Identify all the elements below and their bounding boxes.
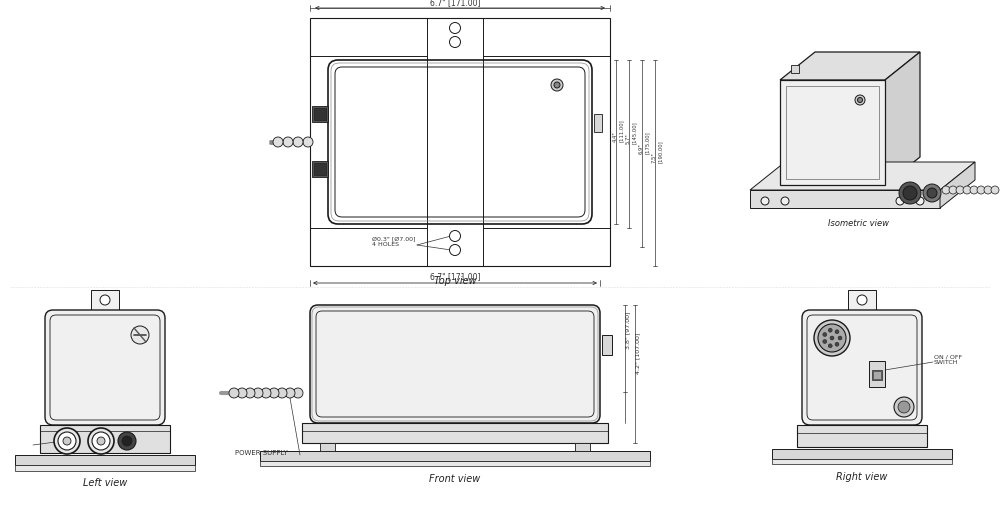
Circle shape [781, 197, 789, 205]
Circle shape [58, 432, 76, 450]
Circle shape [261, 388, 271, 398]
Bar [772, 449, 952, 459]
Bar [312, 106, 328, 122]
Circle shape [237, 388, 247, 398]
Circle shape [293, 388, 303, 398]
Circle shape [903, 186, 917, 200]
Bar [594, 114, 602, 132]
Circle shape [899, 182, 921, 204]
Circle shape [949, 186, 957, 194]
FancyBboxPatch shape [802, 310, 922, 425]
Circle shape [923, 184, 941, 202]
Circle shape [100, 295, 110, 305]
Circle shape [63, 437, 71, 445]
Bar [797, 425, 927, 447]
Text: 6.7" [171.00]: 6.7" [171.00] [430, 0, 480, 7]
Circle shape [835, 342, 839, 346]
Circle shape [269, 388, 279, 398]
Circle shape [896, 197, 904, 205]
Text: Top view: Top view [434, 276, 476, 286]
Circle shape [828, 328, 832, 332]
Text: Front view: Front view [429, 474, 481, 484]
Bar [314, 108, 326, 120]
Bar [575, 443, 590, 451]
Bar [873, 371, 881, 379]
FancyBboxPatch shape [45, 310, 165, 425]
Circle shape [942, 186, 950, 194]
Circle shape [855, 95, 865, 105]
Text: 7.5"
[190.00]: 7.5" [190.00] [652, 140, 662, 163]
Bar [750, 190, 940, 208]
Circle shape [303, 137, 313, 147]
Bar [786, 86, 879, 179]
Polygon shape [780, 52, 920, 80]
Circle shape [450, 37, 460, 48]
Bar [91, 290, 119, 310]
Circle shape [450, 22, 460, 33]
Circle shape [838, 336, 842, 340]
Circle shape [857, 295, 867, 305]
Bar [260, 451, 650, 461]
Circle shape [970, 186, 978, 194]
Bar [15, 465, 195, 471]
Circle shape [823, 339, 827, 343]
Text: Ø0.3" [Ø7.00]
4 HOLES: Ø0.3" [Ø7.00] 4 HOLES [372, 236, 416, 247]
Circle shape [991, 186, 999, 194]
Circle shape [977, 186, 985, 194]
Text: 5.7"
[145.00]: 5.7" [145.00] [626, 121, 636, 144]
Circle shape [828, 344, 832, 348]
Polygon shape [940, 162, 975, 208]
Bar [320, 443, 335, 451]
Circle shape [54, 428, 80, 454]
Text: 4.4"
[111.00]: 4.4" [111.00] [613, 119, 623, 142]
Circle shape [283, 137, 293, 147]
Text: 6.9"
[175.00]: 6.9" [175.00] [639, 130, 649, 153]
Circle shape [984, 186, 992, 194]
Circle shape [450, 231, 460, 242]
Text: Right view: Right view [836, 472, 888, 482]
Circle shape [814, 320, 850, 356]
Circle shape [92, 432, 110, 450]
Circle shape [858, 98, 862, 102]
Circle shape [97, 437, 105, 445]
Bar [15, 455, 195, 465]
Bar [602, 335, 612, 355]
Polygon shape [750, 162, 975, 190]
Bar [848, 290, 876, 310]
Circle shape [122, 436, 132, 446]
Circle shape [835, 330, 839, 334]
Circle shape [551, 79, 563, 91]
Circle shape [293, 137, 303, 147]
Text: Isometric view: Isometric view [828, 219, 890, 228]
Circle shape [898, 401, 910, 413]
Circle shape [131, 326, 149, 344]
Bar [260, 461, 650, 466]
Bar [872, 370, 882, 380]
Text: 3.8" [97.00]: 3.8" [97.00] [626, 311, 631, 349]
Circle shape [818, 324, 846, 352]
Circle shape [118, 432, 136, 450]
Bar [772, 459, 952, 464]
Circle shape [285, 388, 295, 398]
Circle shape [927, 188, 937, 198]
Text: 6.7" [171.00]: 6.7" [171.00] [430, 272, 480, 281]
Bar [40, 425, 170, 453]
Circle shape [229, 388, 239, 398]
Circle shape [253, 388, 263, 398]
Circle shape [823, 333, 827, 337]
Bar [869, 361, 885, 387]
Bar [310, 18, 610, 266]
Circle shape [273, 137, 283, 147]
Circle shape [450, 244, 460, 255]
Bar [314, 163, 326, 175]
Text: Left view: Left view [83, 478, 127, 488]
Circle shape [963, 186, 971, 194]
Bar [312, 161, 328, 177]
Circle shape [277, 388, 287, 398]
Text: ON / OFF
SWITCH: ON / OFF SWITCH [934, 354, 962, 365]
Bar [791, 65, 799, 73]
Circle shape [916, 197, 924, 205]
Circle shape [761, 197, 769, 205]
Circle shape [830, 336, 834, 340]
Circle shape [245, 388, 255, 398]
